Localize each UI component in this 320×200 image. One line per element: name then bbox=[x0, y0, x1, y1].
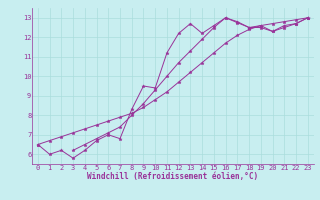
X-axis label: Windchill (Refroidissement éolien,°C): Windchill (Refroidissement éolien,°C) bbox=[87, 172, 258, 181]
